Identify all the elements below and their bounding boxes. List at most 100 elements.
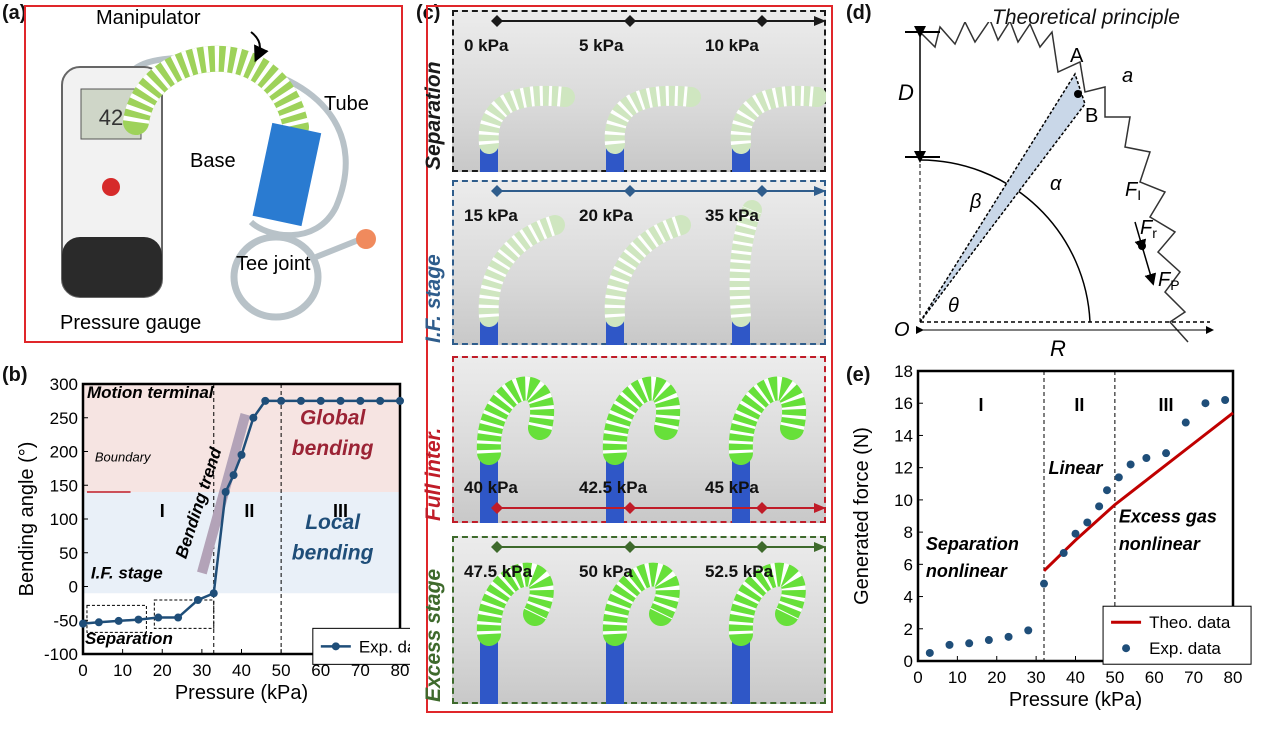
data-point — [134, 615, 143, 624]
data-point — [221, 488, 230, 496]
annotation-separation: Separation — [85, 629, 173, 648]
data-point — [1083, 518, 1092, 527]
region-label-global: Global — [300, 407, 367, 430]
x-tick-label: 30 — [192, 661, 211, 680]
symbol-o: O — [894, 319, 910, 341]
manipulator-figures-2 — [476, 376, 806, 523]
data-point — [1181, 418, 1190, 427]
manipulator-ribs — [476, 562, 554, 635]
y-tick-label: 300 — [50, 375, 78, 394]
pressure-arrow-head — [814, 503, 826, 513]
data-point — [925, 648, 934, 657]
pressure-arrow-2 — [491, 502, 826, 514]
stage-label: II — [244, 501, 254, 521]
if-stage-box — [153, 599, 215, 629]
pressure-marker-2 — [756, 15, 768, 27]
manipulator-base — [606, 453, 624, 523]
y-axis-label: Generated force (N) — [851, 427, 873, 605]
data-point — [1103, 486, 1111, 495]
data-point — [965, 639, 974, 648]
manipulator-ribs — [478, 85, 567, 145]
pressure-label: 20 kPa — [579, 206, 633, 225]
data-point — [79, 619, 87, 628]
x-tick-label: 60 — [311, 661, 330, 680]
legend-box — [1102, 605, 1252, 665]
manipulator-ribs — [604, 215, 685, 318]
data-point — [249, 413, 258, 422]
stage-label-1: I.F. stage — [422, 254, 445, 343]
data-point — [237, 450, 246, 459]
pressure-label: 40 kPa — [464, 478, 518, 497]
data-point — [1114, 473, 1123, 482]
x-tick-label: 20 — [153, 661, 172, 680]
pressure-marker-2 — [756, 541, 768, 553]
pressure-label: 35 kPa — [705, 206, 759, 225]
symbol-b-point: B — [1085, 105, 1098, 127]
x-tick-label: 50 — [272, 661, 291, 680]
x-tick-label: 40 — [232, 661, 251, 680]
pressure-marker-0 — [491, 502, 503, 514]
data-point — [174, 613, 183, 622]
manipulator-ribs — [602, 376, 680, 454]
pressure-label: 45 kPa — [705, 478, 759, 497]
theo-line — [1042, 411, 1234, 572]
annotation-motion-terminal: Motion terminal — [87, 383, 215, 402]
data-point — [277, 396, 286, 405]
manipulator-ribs — [730, 85, 819, 145]
symbol-a-point: A — [1070, 45, 1084, 67]
x-tick-label: 60 — [1145, 668, 1164, 687]
data-point — [1040, 579, 1048, 588]
legend-label: Theo. data — [1149, 613, 1231, 632]
pressure-marker-2 — [756, 185, 768, 197]
x-tick-label: 30 — [1027, 668, 1046, 687]
symbol-theta: θ — [948, 295, 959, 317]
data-point — [154, 613, 163, 622]
x-tick-label: 0 — [78, 661, 87, 680]
manipulator-ribs — [729, 206, 762, 318]
manipulator-figures-3 — [476, 562, 806, 704]
symbol-beta: β — [969, 191, 981, 213]
manipulator-base — [732, 634, 750, 704]
y-tick-label: 18 — [894, 362, 913, 381]
symbol-r: R — [1050, 336, 1066, 361]
pressure-arrow-3 — [491, 541, 826, 553]
y-axis-label: Bending angle (°) — [16, 442, 38, 597]
symbol-f-i: FI — [1125, 179, 1141, 203]
x-tick-label: 50 — [1105, 668, 1124, 687]
annotation-separation-2: nonlinear — [926, 561, 1008, 581]
legend-label: Exp. data — [1149, 639, 1221, 658]
point-b — [1074, 90, 1082, 98]
y-tick-label: 6 — [904, 555, 913, 574]
y-tick-label: 10 — [894, 491, 913, 510]
data-point — [1071, 529, 1080, 538]
pressure-label: 47.5 kPa — [464, 562, 533, 581]
data-point — [94, 618, 103, 627]
panel-e-label: (e) — [846, 364, 871, 386]
pressure-marker-0 — [491, 15, 503, 27]
x-tick-label: 70 — [351, 661, 370, 680]
data-point — [356, 396, 365, 405]
annotation-linear: Linear — [1048, 458, 1103, 478]
data-point — [396, 396, 404, 405]
stage-label: III — [333, 501, 348, 521]
data-point — [209, 589, 218, 598]
annotation-pressure-gauge: Pressure gauge — [60, 312, 201, 334]
x-axis-label: Pressure (kPa) — [1009, 689, 1142, 711]
data-point — [261, 396, 270, 405]
pressure-arrow-1 — [491, 185, 826, 197]
manipulator-base — [606, 634, 624, 704]
panel-c-label: (c) — [416, 2, 441, 24]
y-tick-label: 4 — [904, 588, 913, 607]
manipulator-figures-0 — [478, 85, 826, 172]
pressure-marker-0 — [491, 185, 503, 197]
stage-label: I — [160, 501, 165, 521]
legend-marker — [1122, 644, 1131, 653]
row-frame-1 — [452, 180, 826, 345]
data-point — [984, 636, 993, 645]
data-point — [945, 640, 954, 649]
pressure-arrow-head — [814, 542, 826, 552]
annotation-if-stage: I.F. stage — [91, 563, 163, 582]
stage-label: I — [978, 395, 983, 415]
y-tick-label: 200 — [50, 443, 78, 462]
pressure-label: 15 kPa — [464, 206, 518, 225]
